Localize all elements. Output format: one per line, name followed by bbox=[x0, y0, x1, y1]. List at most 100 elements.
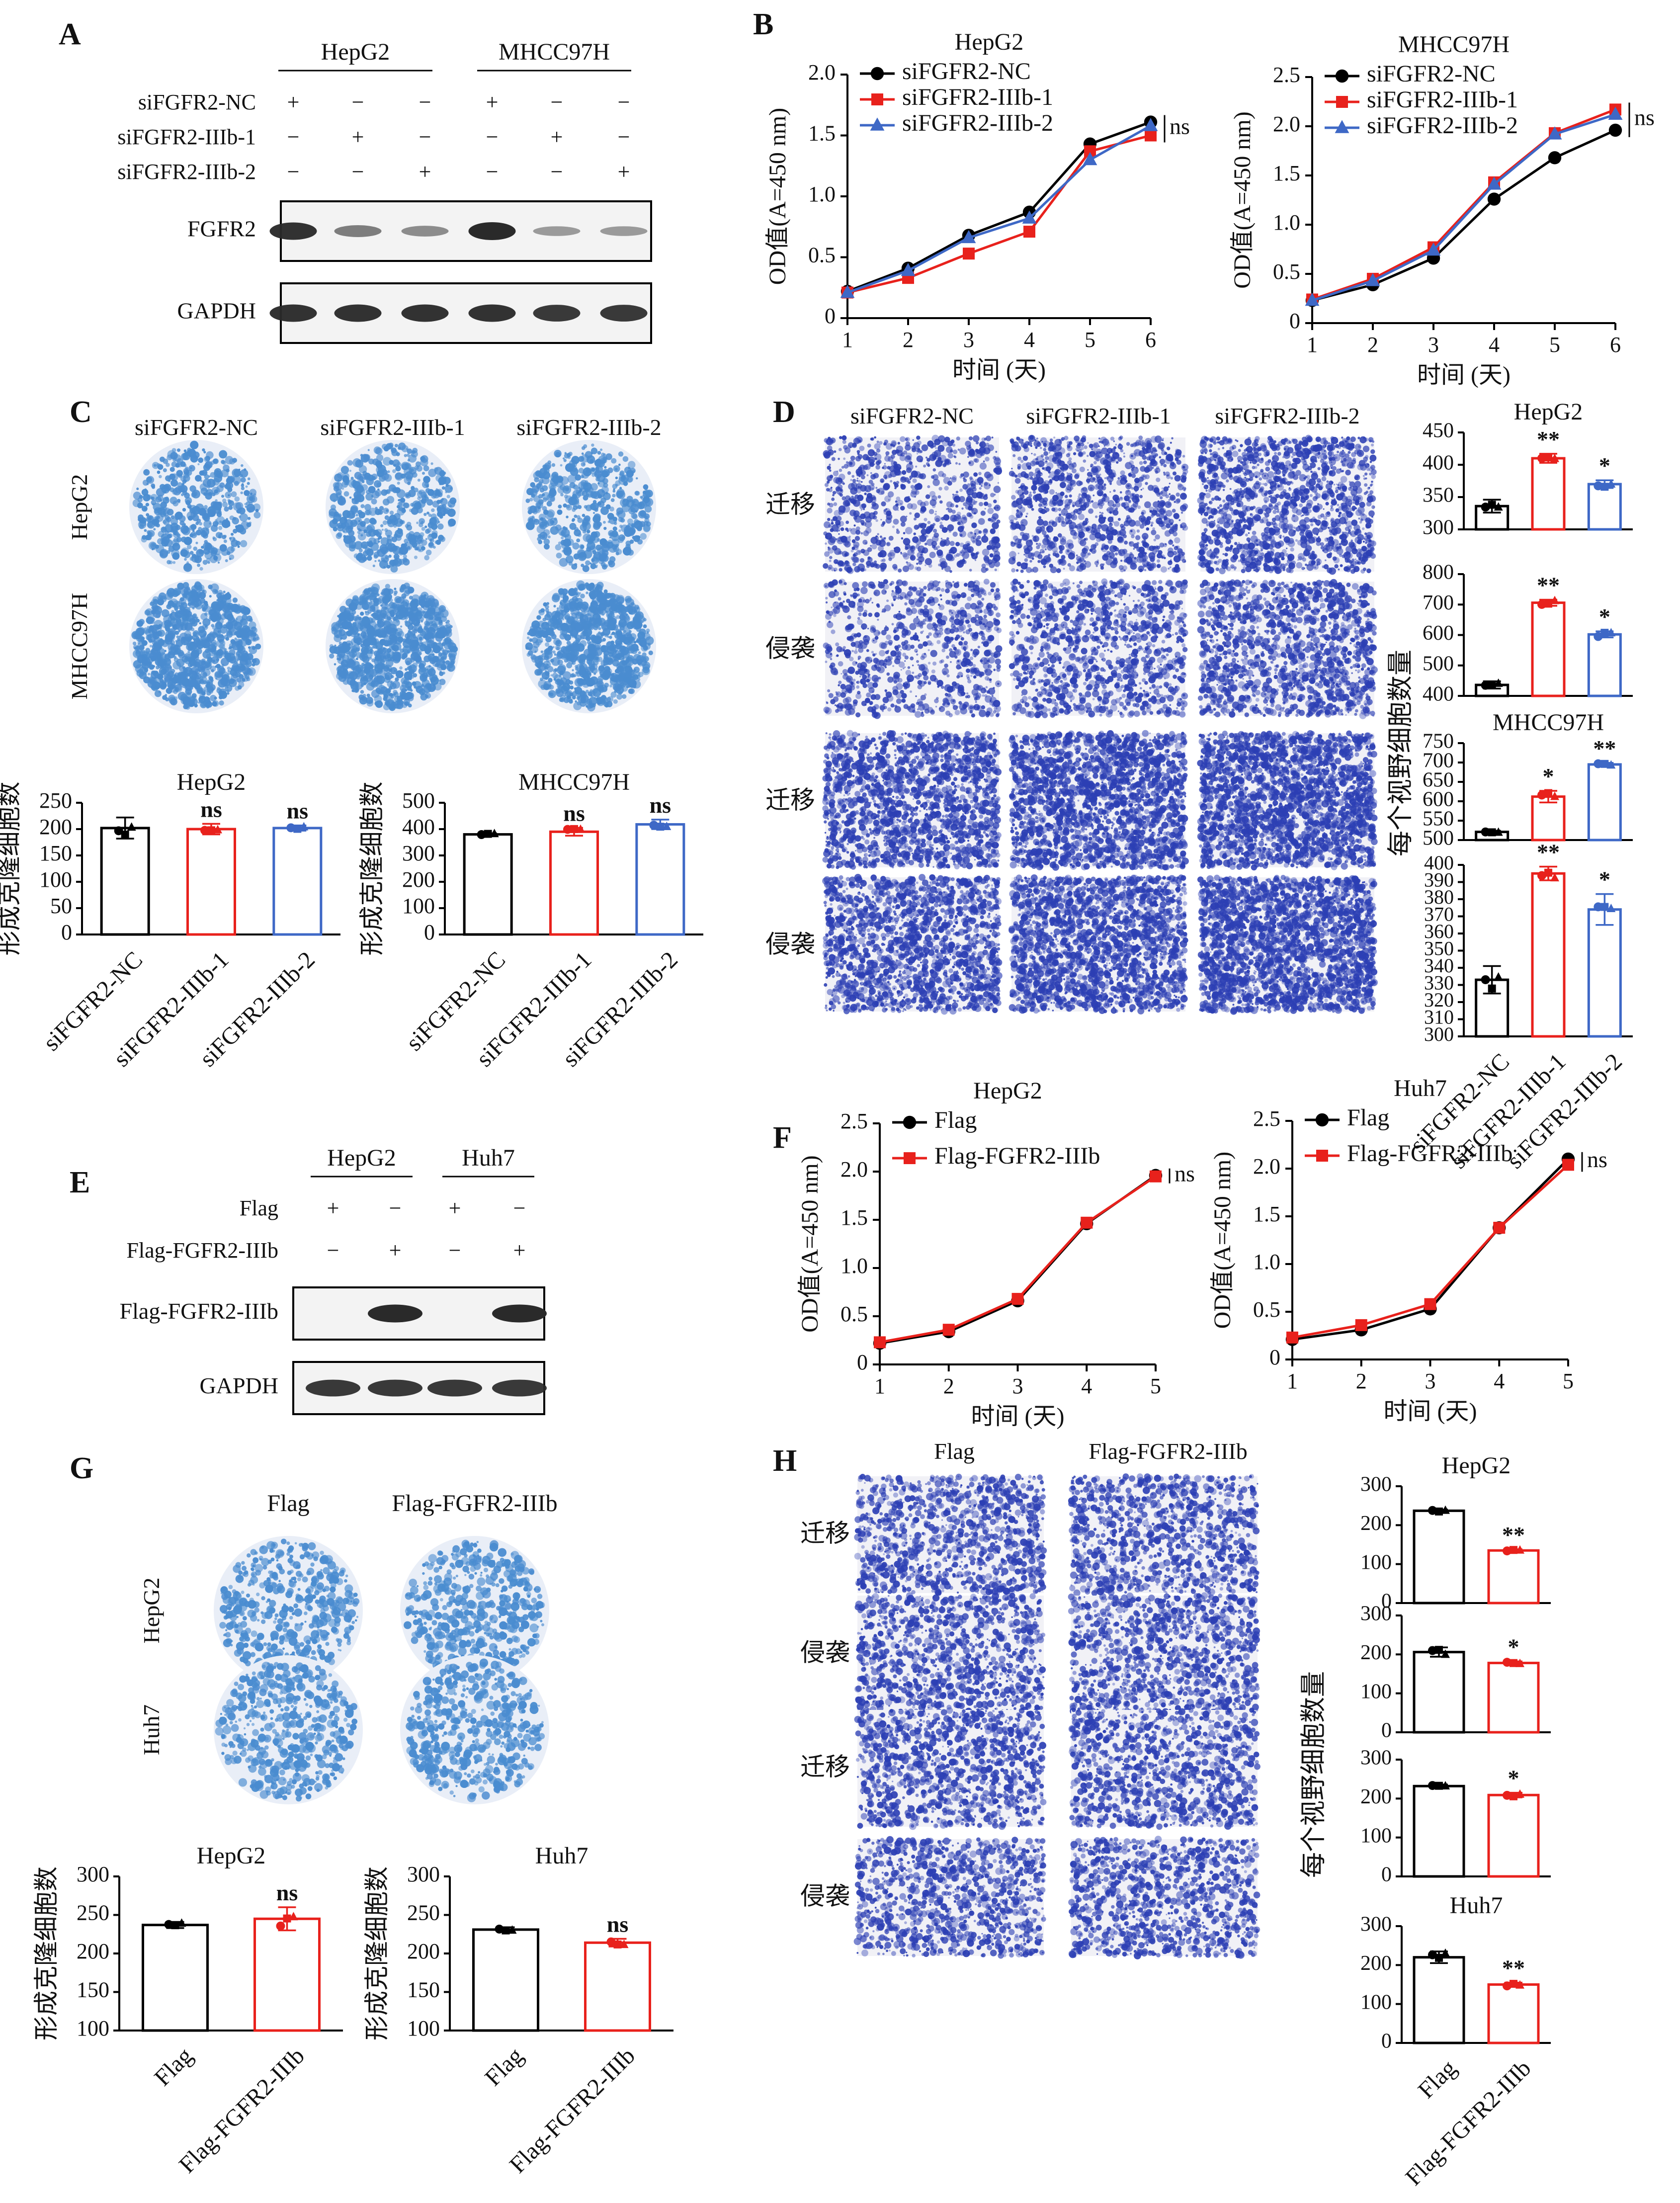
colony bbox=[341, 634, 347, 640]
colony bbox=[337, 497, 346, 506]
colony bbox=[241, 464, 244, 467]
colony bbox=[592, 590, 596, 594]
colony bbox=[231, 532, 234, 536]
colony bbox=[342, 642, 349, 649]
colony bbox=[582, 475, 585, 478]
colony bbox=[173, 677, 176, 679]
colony bbox=[368, 620, 377, 630]
colony bbox=[176, 448, 180, 452]
colony bbox=[561, 654, 566, 660]
colony bbox=[631, 647, 638, 654]
colony bbox=[423, 512, 427, 516]
colony bbox=[607, 615, 613, 620]
series-line bbox=[847, 124, 1152, 294]
colony bbox=[598, 609, 604, 614]
colony bbox=[579, 592, 582, 594]
stained-cell bbox=[857, 486, 860, 489]
colony bbox=[602, 699, 606, 703]
colony bbox=[211, 656, 219, 664]
colony bbox=[225, 559, 228, 562]
colony bbox=[538, 539, 543, 544]
colony bbox=[560, 593, 564, 598]
colony bbox=[231, 668, 234, 671]
colony bbox=[594, 618, 602, 626]
colony bbox=[427, 606, 436, 615]
colony bbox=[417, 478, 420, 482]
colony bbox=[410, 468, 414, 472]
stained-cell bbox=[973, 458, 978, 463]
blot-band bbox=[401, 304, 449, 322]
colony bbox=[387, 519, 395, 527]
colony bbox=[406, 521, 412, 527]
colony bbox=[639, 521, 646, 527]
data-point bbox=[1487, 192, 1501, 206]
stained-cell bbox=[827, 508, 833, 513]
chart-title: MHCC97H bbox=[518, 769, 630, 795]
colony bbox=[416, 548, 419, 550]
colony bbox=[404, 696, 407, 700]
colony bbox=[604, 466, 607, 469]
colony bbox=[615, 480, 621, 486]
colony bbox=[169, 635, 175, 641]
colony bbox=[407, 481, 411, 485]
colony bbox=[643, 496, 650, 504]
colony bbox=[589, 585, 592, 588]
colony bbox=[379, 560, 388, 569]
colony bbox=[336, 634, 339, 638]
stained-cell bbox=[859, 445, 865, 451]
colony bbox=[184, 558, 187, 561]
colony bbox=[566, 618, 574, 626]
data-point bbox=[1426, 242, 1441, 256]
colony bbox=[229, 554, 235, 560]
colony bbox=[192, 529, 195, 532]
colony bbox=[389, 703, 392, 706]
colony bbox=[243, 634, 247, 638]
colony bbox=[574, 627, 577, 630]
bar bbox=[186, 828, 236, 936]
data-point bbox=[1608, 106, 1623, 120]
legend-label: siFGFR2-IIIb-2 bbox=[902, 110, 1053, 136]
colony bbox=[197, 463, 200, 466]
data-point bbox=[1143, 118, 1158, 131]
colony bbox=[227, 670, 230, 673]
colony bbox=[538, 481, 543, 486]
data-point bbox=[1145, 129, 1157, 142]
stained-cell bbox=[978, 472, 982, 475]
colony bbox=[558, 679, 564, 685]
stained-cell bbox=[845, 527, 848, 531]
colony bbox=[632, 680, 641, 689]
colony bbox=[376, 632, 381, 636]
colony bbox=[139, 524, 144, 529]
colony bbox=[237, 603, 241, 607]
colony bbox=[383, 690, 389, 696]
colony bbox=[419, 663, 424, 669]
colony bbox=[223, 539, 227, 543]
colony bbox=[346, 677, 356, 685]
colony bbox=[364, 509, 370, 515]
colony bbox=[349, 496, 352, 499]
colony bbox=[627, 597, 631, 601]
colony bbox=[571, 564, 578, 570]
colony bbox=[590, 491, 598, 499]
colony bbox=[627, 518, 633, 524]
colony bbox=[590, 644, 596, 650]
y-tick-label: 1.0 bbox=[808, 182, 836, 206]
colony bbox=[583, 444, 588, 448]
colony bbox=[241, 525, 244, 528]
colony bbox=[238, 468, 241, 471]
colony bbox=[206, 637, 212, 642]
colony bbox=[424, 555, 429, 561]
colony bbox=[565, 487, 569, 491]
colony bbox=[417, 627, 423, 632]
colony bbox=[613, 465, 620, 472]
colony bbox=[588, 691, 593, 696]
colony bbox=[331, 505, 336, 510]
colony bbox=[561, 617, 565, 621]
colony bbox=[189, 551, 194, 555]
colony bbox=[449, 653, 456, 660]
stained-cell bbox=[922, 547, 928, 554]
colony bbox=[419, 518, 425, 524]
treatment-mark: + bbox=[352, 125, 364, 149]
colony bbox=[580, 700, 587, 707]
colony bbox=[214, 590, 219, 594]
